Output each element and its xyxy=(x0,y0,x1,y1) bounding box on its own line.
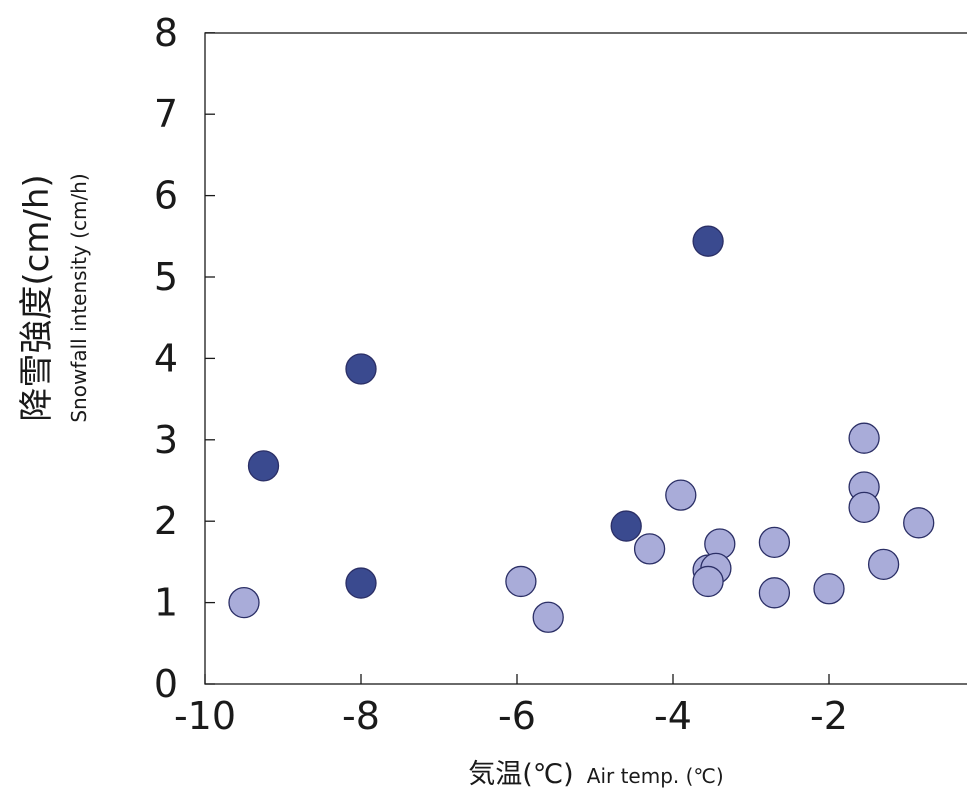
x-tick-label: -8 xyxy=(342,694,380,738)
data-point xyxy=(610,510,642,542)
x-tick-label: -4 xyxy=(654,694,692,738)
data-point xyxy=(505,565,537,598)
data-point xyxy=(633,533,666,565)
y-tick-label: 3 xyxy=(154,418,178,462)
y-axis-title: 降雪強度(cm/h) Snowfall intensity (cm/h) xyxy=(17,173,91,422)
data-point xyxy=(228,586,260,619)
data-point xyxy=(692,225,724,257)
y-axis-label-en: Snowfall intensity (cm/h) xyxy=(67,173,91,422)
data-point xyxy=(665,479,697,511)
data-point xyxy=(532,601,564,633)
data-point xyxy=(867,548,900,580)
data-point xyxy=(692,565,724,598)
data-point xyxy=(813,573,845,605)
x-tick-label: -10 xyxy=(174,694,236,738)
data-points-group xyxy=(228,225,935,633)
x-axis-label-en: Air temp. (℃) xyxy=(587,764,724,788)
data-point xyxy=(247,450,280,482)
data-point xyxy=(758,577,791,609)
y-tick-label: 5 xyxy=(154,255,178,299)
y-tick-group: 0 1 2 3 4 5 6 7 8 xyxy=(154,11,215,706)
y-tick-label: 8 xyxy=(154,11,178,55)
x-axis-label-ja: 気温(℃) xyxy=(468,759,573,790)
x-tick-group: -10-8-6-4-20 xyxy=(174,674,848,738)
y-tick-label: 4 xyxy=(154,336,178,380)
data-point xyxy=(903,507,935,539)
y-axis-label-ja: 降雪強度(cm/h) xyxy=(17,174,57,421)
y-tick-label: 1 xyxy=(154,581,178,625)
plot-frame xyxy=(204,32,967,685)
y-tick-label: 6 xyxy=(154,174,178,218)
data-point xyxy=(758,526,791,559)
x-tick-label: -2 xyxy=(810,694,848,738)
data-point xyxy=(345,567,377,599)
y-tick-label: 2 xyxy=(154,499,178,543)
data-point xyxy=(848,491,880,524)
data-point xyxy=(345,353,377,385)
data-point xyxy=(848,422,880,454)
x-axis-label: 気温(℃) Air temp. (℃) xyxy=(468,759,723,790)
y-tick-label: 0 xyxy=(154,662,178,706)
x-tick-label: -6 xyxy=(498,694,536,738)
y-tick-label: 7 xyxy=(154,92,178,136)
